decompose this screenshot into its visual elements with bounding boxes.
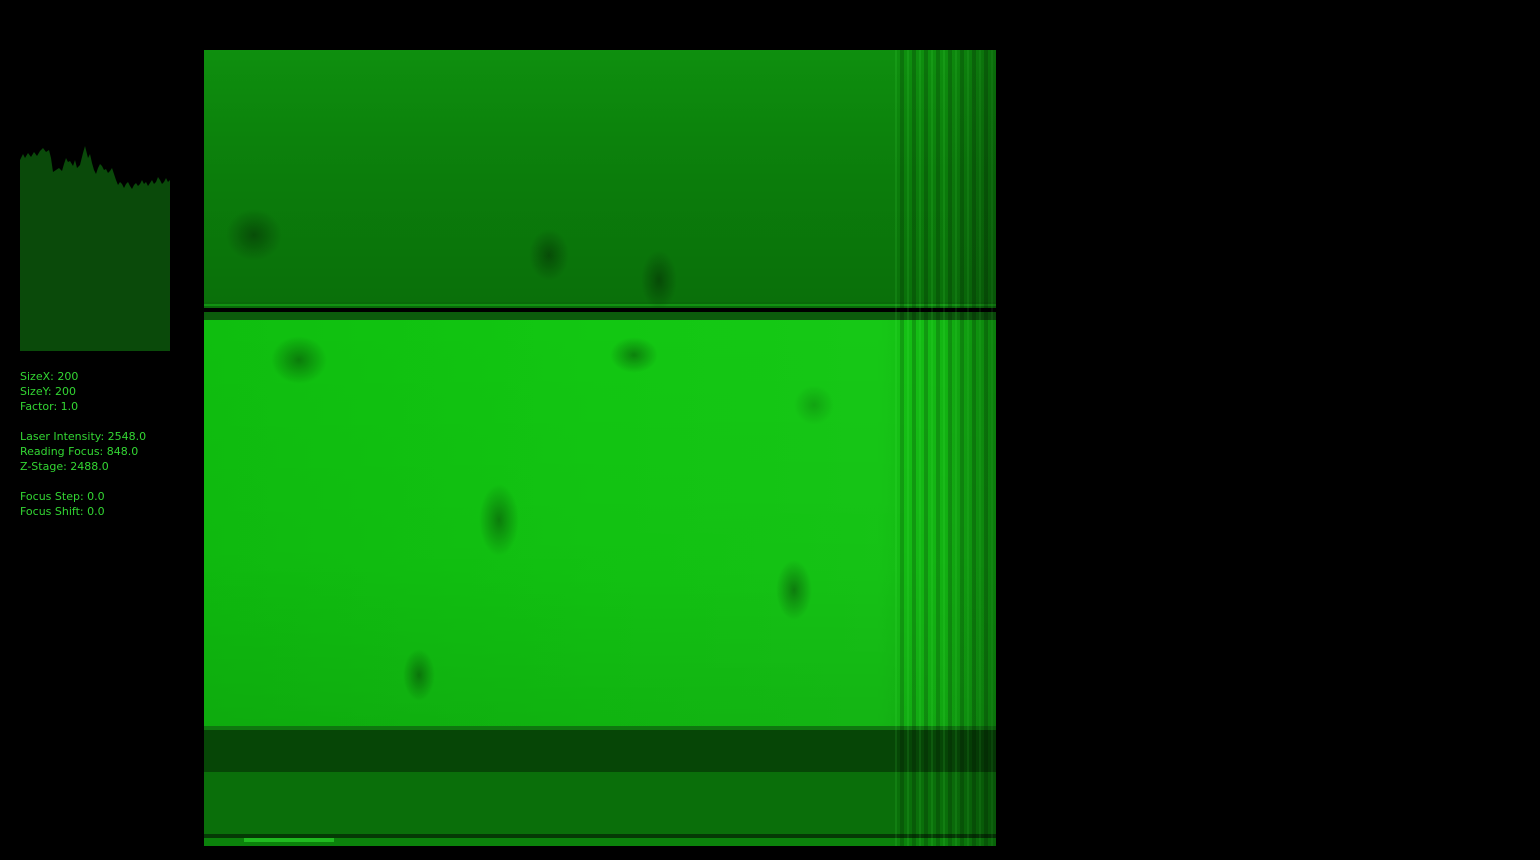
parameter-panel: SizeX: 200 SizeY: 200 Factor: 1.0 Laser … xyxy=(20,369,146,519)
focus-shift-label: Focus Shift: 0.0 xyxy=(20,504,146,519)
laser-intensity-label: Laser Intensity: 2548.0 xyxy=(20,429,146,444)
focus-step-label: Focus Step: 0.0 xyxy=(20,489,146,504)
size-x-label: SizeX: 200 xyxy=(20,369,146,384)
histogram-area xyxy=(20,146,170,351)
intensity-histogram xyxy=(20,140,170,351)
laser-scan-image xyxy=(204,50,996,846)
size-y-label: SizeY: 200 xyxy=(20,384,146,399)
factor-label: Factor: 1.0 xyxy=(20,399,146,414)
spacer xyxy=(20,414,146,429)
z-stage-label: Z-Stage: 2488.0 xyxy=(20,459,146,474)
spacer xyxy=(20,474,146,489)
reading-focus-label: Reading Focus: 848.0 xyxy=(20,444,146,459)
